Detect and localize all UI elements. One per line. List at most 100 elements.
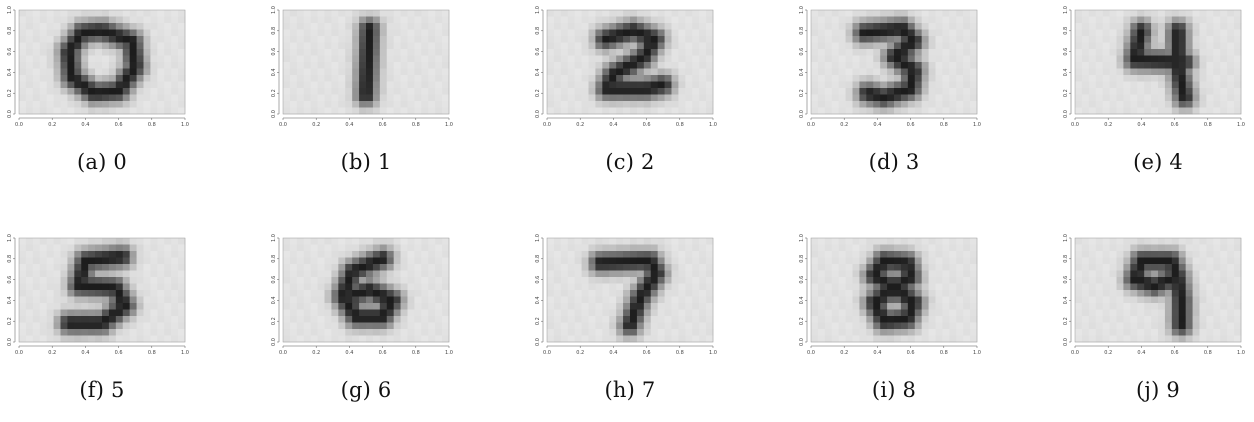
image-pixel: [171, 81, 179, 89]
image-pixel: [1081, 62, 1090, 69]
image-pixel: [407, 101, 415, 108]
image-pixel: [921, 81, 929, 89]
image-pixel: [547, 107, 555, 115]
image-pixel: [46, 62, 54, 69]
image-pixel: [824, 36, 833, 43]
image-pixel: [1144, 283, 1152, 291]
image-pixel: [831, 23, 840, 30]
image-pixel: [1227, 296, 1235, 304]
image-pixel: [547, 49, 555, 56]
image-pixel: [60, 94, 68, 102]
image-pixel: [1213, 94, 1221, 102]
image-pixel: [685, 244, 693, 252]
image-pixel: [699, 16, 707, 24]
image-pixel: [560, 316, 569, 323]
image-pixel: [1144, 23, 1152, 30]
image-pixel: [1213, 277, 1221, 284]
image-pixel: [1075, 303, 1083, 310]
image-pixel: [366, 55, 374, 63]
image-pixel: [636, 16, 645, 24]
image-pixel: [171, 329, 179, 336]
image-pixel: [1199, 68, 1207, 76]
image-pixel: [859, 322, 867, 330]
image-pixel: [616, 309, 624, 317]
image-pixel: [616, 296, 624, 304]
image-pixel: [817, 16, 826, 24]
image-pixel: [560, 42, 569, 50]
image-pixel: [386, 62, 395, 69]
image-pixel: [1227, 251, 1235, 258]
image-pixel: [1144, 16, 1152, 24]
image-pixel: [1192, 251, 1200, 258]
image-pixel: [1095, 42, 1104, 50]
plot-frame: [18, 237, 186, 343]
image-pixel: [894, 36, 902, 43]
image-pixel: [129, 329, 137, 336]
image-pixel: [407, 296, 415, 304]
image-pixel: [636, 264, 645, 271]
image-pixel: [60, 10, 68, 17]
image-pixel: [956, 10, 964, 17]
image-pixel: [1185, 107, 1193, 115]
image-pixel: [588, 335, 596, 343]
image-pixel: [67, 94, 75, 102]
image-pixel: [39, 10, 48, 17]
image-pixel: [942, 329, 950, 336]
image-pixel: [372, 10, 381, 17]
image-pixel: [616, 238, 624, 245]
image-pixel: [108, 322, 117, 330]
image-pixel: [428, 264, 436, 271]
image-pixel: [122, 316, 131, 323]
image-pixel: [379, 322, 388, 330]
image-pixel: [1234, 75, 1242, 82]
image-pixel: [386, 88, 395, 95]
image-pixel: [1123, 49, 1131, 56]
image-pixel: [811, 10, 819, 17]
image-pixel: [122, 42, 131, 50]
image-pixel: [421, 270, 429, 278]
image-pixel: [1171, 49, 1180, 56]
image-pixel: [352, 107, 360, 115]
image-pixel: [588, 29, 596, 37]
image-pixel: [949, 309, 957, 317]
image-pixel: [685, 107, 693, 115]
image-pixel: [609, 270, 617, 278]
image-pixel: [74, 81, 82, 89]
image-pixel: [67, 107, 75, 115]
image-pixel: [907, 42, 916, 50]
image-pixel: [616, 94, 624, 102]
image-pixel: [379, 10, 388, 17]
image-pixel: [970, 303, 978, 310]
image-pixel: [39, 322, 48, 330]
image-pixel: [32, 316, 41, 323]
image-pixel: [831, 62, 840, 69]
image-pixel: [115, 55, 124, 63]
image-pixel: [1081, 322, 1090, 330]
image-pixel: [150, 107, 158, 115]
image-pixel: [1102, 277, 1110, 284]
image-pixel: [108, 270, 117, 278]
image-pixel: [81, 107, 89, 115]
image-pixel: [81, 244, 89, 252]
image-pixel: [963, 36, 971, 43]
image-pixel: [880, 257, 888, 265]
image-pixel: [811, 16, 819, 24]
image-pixel: [1234, 296, 1242, 304]
image-pixel: [935, 75, 943, 82]
x-tick-label: 1.0: [181, 122, 189, 128]
image-pixel: [46, 23, 54, 30]
image-pixel: [331, 55, 339, 63]
image-pixel: [1164, 264, 1173, 271]
image-pixel: [289, 29, 298, 37]
y-tick-label: 1.0: [535, 6, 541, 14]
image-pixel: [88, 88, 96, 95]
image-pixel: [657, 283, 665, 291]
image-pixel: [1185, 296, 1193, 304]
image-pixel: [1220, 36, 1228, 43]
image-pixel: [956, 23, 964, 30]
image-pixel: [143, 244, 151, 252]
image-pixel: [838, 270, 846, 278]
image-pixel: [1151, 335, 1159, 343]
image-pixel: [963, 244, 971, 252]
image-pixel: [428, 270, 436, 278]
